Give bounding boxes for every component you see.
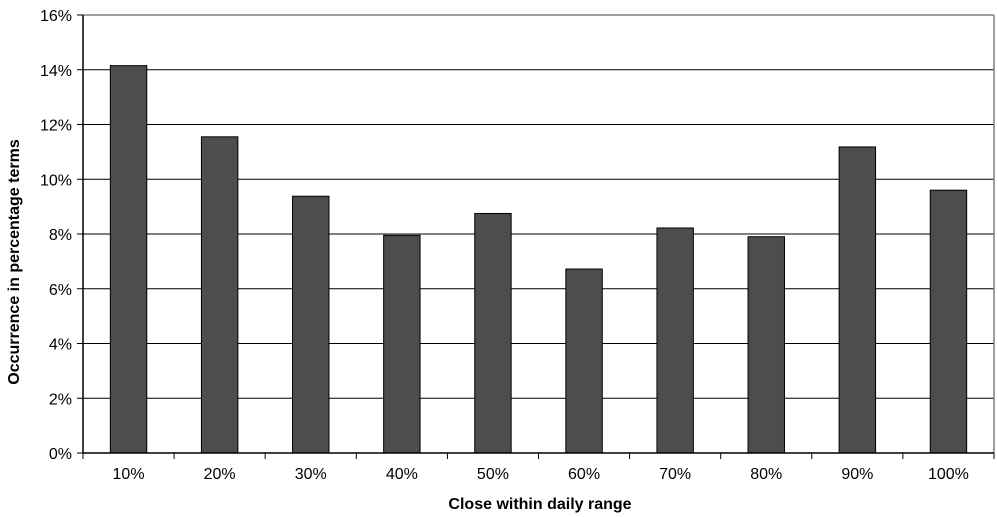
y-tick-label: 6% <box>49 282 72 299</box>
y-tick-label: 0% <box>49 446 72 463</box>
x-tick-labels: 10% 20% 30% 40% 50% 60% 70% 80% 90% 100% <box>113 466 969 483</box>
x-tick-label: 10% <box>113 466 145 483</box>
bar <box>656 227 694 454</box>
x-tick-label: 40% <box>386 466 418 483</box>
bar <box>200 136 239 454</box>
x-tick-label: 50% <box>477 466 509 483</box>
bar <box>474 212 512 454</box>
bar <box>383 234 421 454</box>
y-tick-label: 10% <box>40 172 72 189</box>
y-tick-label: 16% <box>40 8 72 25</box>
y-tick-label: 4% <box>49 337 72 354</box>
y-tick-label: 2% <box>49 391 72 408</box>
bar <box>838 146 877 454</box>
y-tick-label: 8% <box>49 227 72 244</box>
x-tick-label: 20% <box>204 466 236 483</box>
y-axis-title: Occurrence in percentage terms <box>6 139 23 385</box>
axes <box>77 14 995 459</box>
y-tick-labels: 0% 2% 4% 6% 8% 10% 12% 14% 16% <box>40 8 72 463</box>
y-tick-label: 14% <box>40 63 72 80</box>
bar <box>565 268 603 454</box>
bar <box>292 195 330 454</box>
x-tick-label: 70% <box>659 466 691 483</box>
x-tick-label: 80% <box>750 466 782 483</box>
bar <box>109 65 148 454</box>
x-axis-title: Close within daily range <box>448 496 631 513</box>
x-tick-label: 100% <box>928 466 969 483</box>
bar <box>747 236 785 454</box>
x-tick-label: 90% <box>841 466 873 483</box>
x-tick-label: 60% <box>568 466 600 483</box>
y-tick-label: 12% <box>40 118 72 135</box>
bar <box>929 189 968 454</box>
x-tick-label: 30% <box>295 466 327 483</box>
